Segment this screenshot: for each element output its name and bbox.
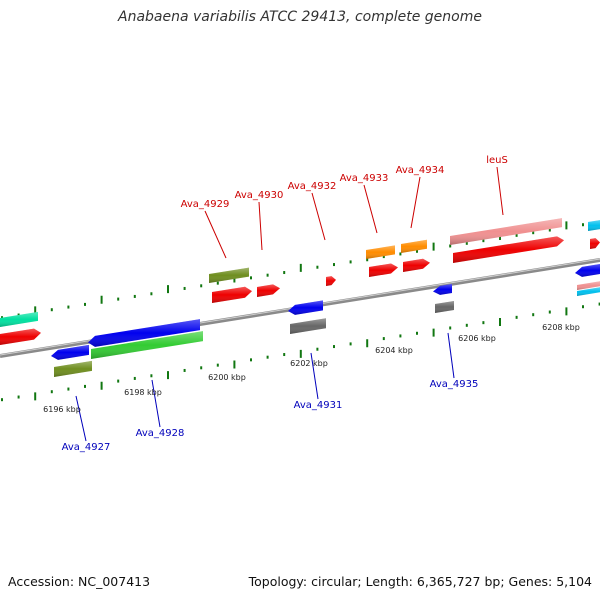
label-leaders bbox=[75, 166, 504, 442]
gene-label[interactable]: Ava_4933 bbox=[340, 173, 389, 184]
scale-label: 6206 kbp bbox=[458, 334, 496, 343]
gene-feature-shading bbox=[91, 331, 203, 359]
gene-label[interactable]: Ava_4934 bbox=[396, 165, 445, 176]
gene-feature-shading bbox=[577, 281, 600, 290]
gene-feature-shading bbox=[403, 258, 430, 272]
gene-feature-shading bbox=[212, 286, 252, 303]
gene-feature-shading bbox=[290, 318, 326, 334]
gene-label[interactable]: Ava_4931 bbox=[294, 400, 343, 411]
scale-label: 6196 kbp bbox=[43, 405, 81, 414]
scale-labels: 6196 kbp 6198 kbp 6200 kbp 6202 kbp 6204 kbp… bbox=[43, 323, 580, 414]
gene-feature-shading bbox=[433, 284, 452, 295]
gene-label-leader bbox=[311, 192, 326, 241]
gene-label-leader bbox=[447, 332, 455, 379]
gene-label-leader bbox=[75, 395, 87, 442]
gene-label-leader bbox=[310, 352, 319, 400]
gene-feature-shading bbox=[51, 344, 89, 360]
scale-label: 6208 kbp bbox=[542, 323, 580, 332]
scale-label: 6204 kbp bbox=[375, 346, 413, 355]
gene-label-leader bbox=[204, 210, 227, 259]
gene-feature-shading bbox=[369, 263, 398, 277]
gene-label[interactable]: Ava_4927 bbox=[62, 442, 111, 453]
reverse-scale-dots bbox=[1, 302, 600, 402]
gene-feature-shading bbox=[257, 284, 280, 297]
gene-feature-shading bbox=[450, 218, 562, 245]
gene-label-leader bbox=[363, 184, 378, 234]
gene-feature-shading bbox=[54, 360, 92, 377]
gene-label-leader bbox=[410, 176, 421, 229]
gene-feature-shading bbox=[575, 264, 600, 277]
genome-summary-text: Topology: circular; Length: 6,365,727 bp… bbox=[248, 574, 592, 589]
map-title: Anabaena variabilis ATCC 29413, complete… bbox=[118, 9, 482, 25]
gene-feature-shading bbox=[288, 300, 323, 315]
gene-feature-shading bbox=[577, 287, 600, 296]
gene-feature-shading bbox=[0, 311, 38, 327]
scale-label: 6202 kbp bbox=[290, 359, 328, 368]
gene-label[interactable]: Ava_4930 bbox=[235, 190, 284, 201]
gene-feature-shading bbox=[453, 236, 564, 263]
gene-label[interactable]: leuS bbox=[486, 155, 508, 166]
gene-feature-shading bbox=[590, 238, 600, 249]
scale-label: 6200 kbp bbox=[208, 373, 246, 382]
gene-feature-shading bbox=[366, 245, 395, 259]
gene-feature-shading bbox=[588, 220, 600, 231]
gene-label[interactable]: Ava_4932 bbox=[288, 181, 337, 192]
gene-feature-shading bbox=[401, 239, 427, 253]
gene-feature-shading bbox=[209, 267, 249, 283]
gene-label-leader bbox=[151, 379, 161, 428]
gene-label-leader bbox=[496, 166, 504, 216]
gene-label[interactable]: Ava_4928 bbox=[136, 428, 185, 439]
gene-feature-shading bbox=[435, 301, 454, 313]
gene-label[interactable]: Ava_4935 bbox=[430, 379, 479, 390]
gene-feature-shading bbox=[326, 276, 336, 286]
scale-label: 6198 kbp bbox=[124, 388, 162, 397]
gene-label-leader bbox=[258, 201, 263, 251]
accession-text: Accession: NC_007413 bbox=[8, 574, 151, 589]
gene-label[interactable]: Ava_4929 bbox=[181, 199, 230, 210]
gene-feature-shading bbox=[0, 328, 41, 345]
gene-feature-shading bbox=[88, 319, 200, 347]
gene-features bbox=[0, 218, 600, 377]
